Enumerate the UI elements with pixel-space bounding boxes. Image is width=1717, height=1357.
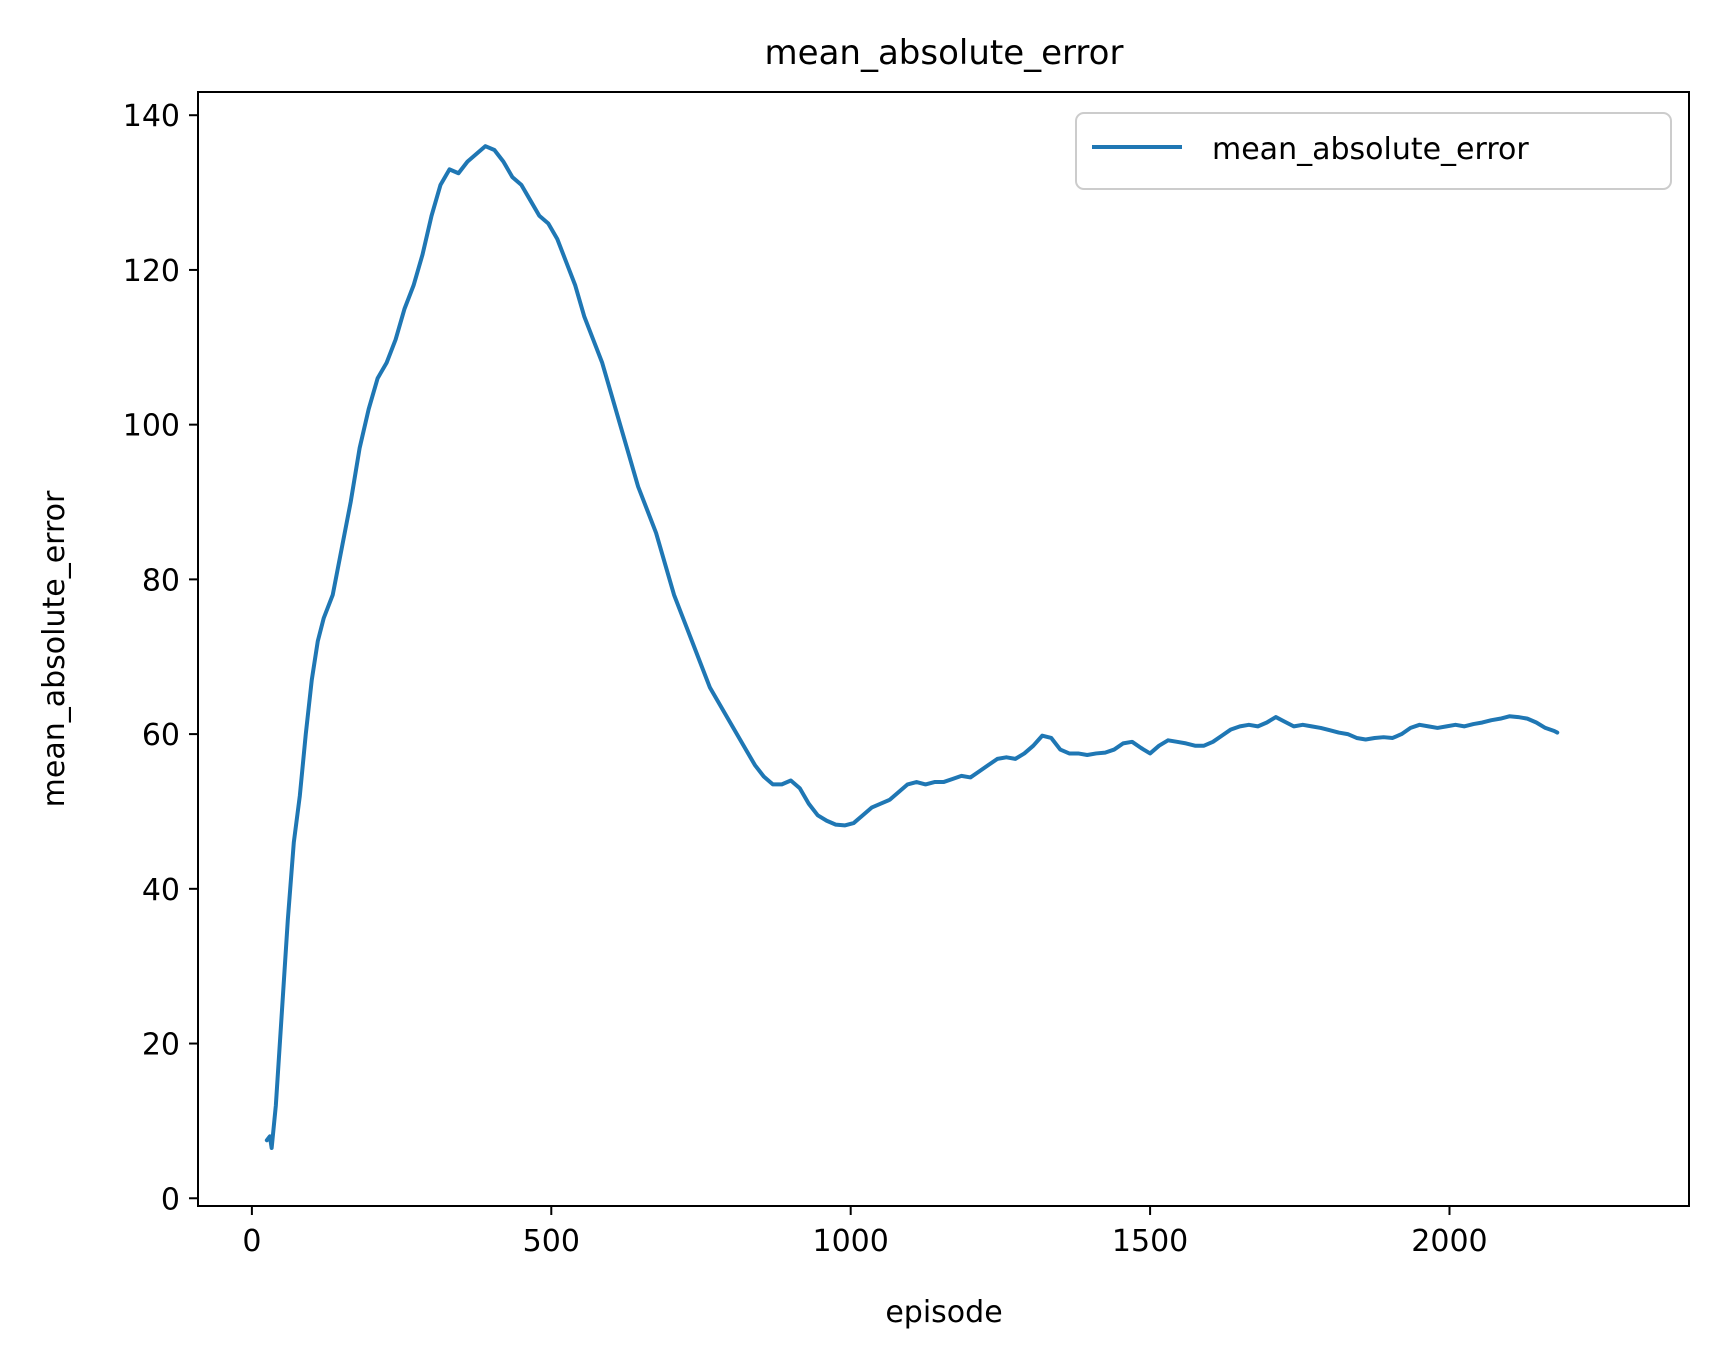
x-tick-label: 0 xyxy=(242,1224,261,1259)
y-tick-label: 0 xyxy=(161,1182,180,1217)
legend: mean_absolute_error xyxy=(1075,112,1672,190)
y-tick-label: 20 xyxy=(142,1028,180,1063)
x-tick-label: 2000 xyxy=(1411,1224,1487,1259)
y-axis-ticks: 0 20 40 60 80 100 120 140 xyxy=(123,99,198,1217)
x-tick-label: 1500 xyxy=(1112,1224,1188,1259)
y-tick-label: 140 xyxy=(123,99,180,134)
y-tick-label: 60 xyxy=(142,718,180,753)
x-axis-ticks: 0 500 1000 1500 2000 xyxy=(242,1206,1488,1259)
chart-title: mean_absolute_error xyxy=(765,33,1124,73)
x-tick-label: 1000 xyxy=(813,1224,889,1259)
series-line-mean-absolute-error xyxy=(264,144,1560,1150)
y-tick-label: 100 xyxy=(123,409,180,444)
x-tick-label: 500 xyxy=(523,1224,580,1259)
y-tick-label: 40 xyxy=(142,873,180,908)
y-tick-label: 80 xyxy=(142,563,180,598)
x-axis-label: episode xyxy=(885,1295,1002,1330)
legend-box xyxy=(1075,112,1672,190)
y-axis-label: mean_absolute_error xyxy=(37,490,72,807)
legend-entry-mean-absolute-error: mean_absolute_error xyxy=(1212,132,1529,167)
y-tick-label: 120 xyxy=(123,254,180,289)
plot-area-frame xyxy=(197,91,1690,1207)
